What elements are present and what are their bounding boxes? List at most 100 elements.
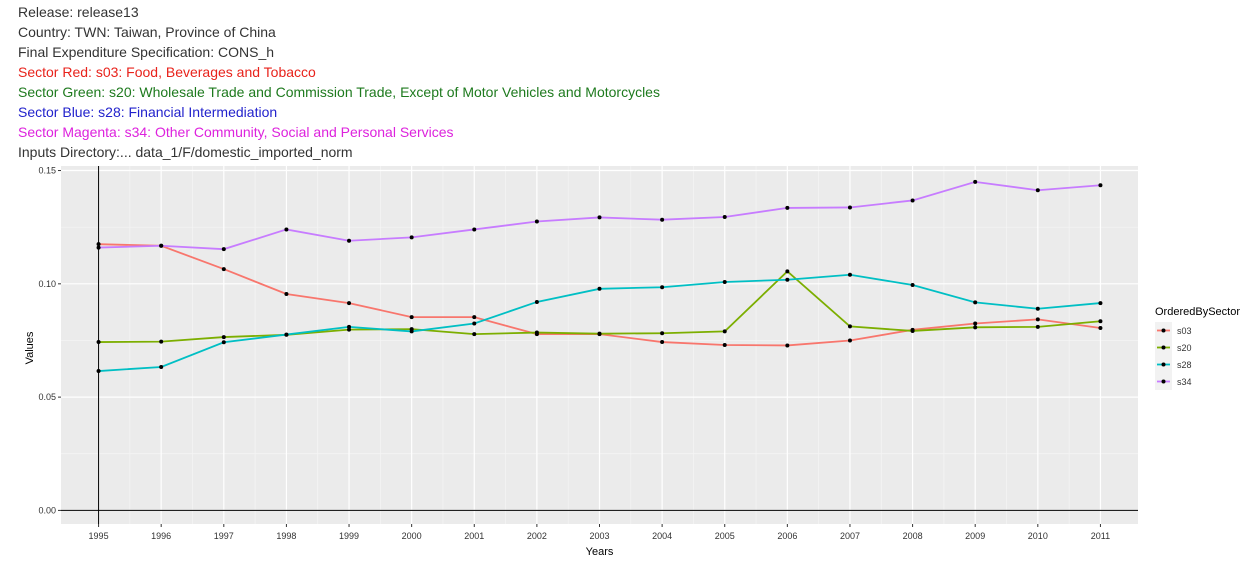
point-s28-1995	[96, 369, 101, 374]
header-line-spec: Final Expenditure Specification: CONS_h	[18, 44, 275, 60]
point-s03-2007	[847, 338, 852, 343]
point-s34-1997	[221, 247, 226, 252]
x-tick-label: 2000	[402, 531, 422, 541]
point-s34-2001	[472, 227, 477, 232]
x-tick-label: 2009	[965, 531, 985, 541]
point-s34-2005	[722, 214, 727, 219]
point-s34-1998	[284, 227, 289, 232]
point-s28-2003	[597, 286, 602, 291]
point-s20-2003	[597, 331, 602, 336]
point-s03-2005	[722, 343, 727, 347]
x-tick-label: 2011	[1091, 531, 1110, 541]
header-line-release: Release: release13	[18, 4, 139, 20]
point-s20-2006	[785, 269, 790, 274]
point-s34-2007	[847, 205, 852, 210]
point-s20-2010	[1035, 324, 1040, 329]
legend-key-point-s03	[1161, 328, 1166, 333]
x-tick-label: 1996	[151, 531, 171, 541]
point-s28-1996	[159, 364, 164, 369]
legend: OrderedBySector s03 s20 s28 s34	[1155, 306, 1240, 390]
point-s34-2000	[409, 235, 414, 240]
point-s20-1996	[159, 339, 164, 344]
point-s28-2006	[785, 277, 790, 282]
point-s20-2005	[722, 329, 727, 334]
point-s20-1995	[96, 340, 101, 345]
point-s34-1995	[96, 245, 101, 250]
point-s34-2010	[1035, 188, 1040, 193]
point-s28-2007	[847, 272, 852, 277]
y-tick-label: 0.00	[38, 505, 56, 515]
x-tick-label: 1998	[276, 531, 296, 541]
series-points	[96, 179, 1103, 374]
x-tick-label: 2008	[903, 531, 923, 541]
reference-lines	[61, 166, 1138, 524]
point-s28-2011	[1098, 301, 1103, 306]
point-s28-1997	[221, 340, 226, 345]
header-line-sector-red: Sector Red: s03: Food, Beverages and Tob…	[18, 64, 316, 80]
x-tick-label: 2003	[589, 531, 609, 541]
legend-key-point-s20	[1161, 345, 1166, 350]
point-s28-2009	[973, 300, 978, 305]
point-s03-2006	[785, 343, 790, 348]
point-s34-2011	[1098, 183, 1103, 188]
x-tick-label: 2002	[527, 531, 547, 541]
point-s28-2005	[722, 280, 727, 285]
point-s34-2004	[660, 217, 665, 222]
point-s03-2004	[660, 340, 665, 345]
point-s03-2001	[472, 315, 477, 320]
point-s20-2007	[847, 324, 852, 329]
x-tick-label: 2005	[715, 531, 735, 541]
point-s28-2001	[472, 321, 477, 326]
point-s03-2010	[1035, 317, 1040, 322]
point-s28-2010	[1035, 306, 1040, 311]
point-s34-2006	[785, 205, 790, 210]
legend-title: OrderedBySector	[1155, 306, 1240, 318]
point-s03-1998	[284, 292, 289, 297]
y-tick-label: 0.15	[38, 166, 56, 176]
y-axis-title: Values	[24, 331, 36, 364]
point-s20-2009	[973, 325, 978, 330]
x-tick-label: 2010	[1028, 531, 1048, 541]
point-s34-2002	[534, 219, 539, 224]
point-s03-1995	[96, 242, 101, 247]
header-line-sector-magenta: Sector Magenta: s34: Other Community, So…	[18, 124, 454, 140]
legend-label-s03: s03	[1177, 326, 1192, 336]
x-tick-label: 2006	[777, 531, 797, 541]
point-s34-2009	[973, 179, 978, 184]
point-s03-1999	[347, 301, 352, 306]
header-line-country: Country: TWN: Taiwan, Province of China	[18, 24, 276, 40]
x-tick-label: 1999	[339, 531, 359, 541]
point-s20-2002	[534, 330, 539, 335]
point-s20-2011	[1098, 319, 1103, 324]
header-line-inputs: Inputs Directory:... data_1/F/domestic_i…	[18, 144, 353, 160]
legend-label-s20: s20	[1177, 343, 1192, 353]
point-s20-2008	[910, 328, 915, 333]
point-s28-1999	[347, 324, 352, 329]
y-tick-label: 0.10	[38, 279, 56, 289]
point-s28-2002	[534, 299, 539, 304]
legend-key-point-s34	[1161, 379, 1166, 384]
x-tick-label: 2004	[652, 531, 672, 541]
header-line-sector-blue: Sector Blue: s28: Financial Intermediati…	[18, 104, 278, 120]
y-tick-label: 0.05	[38, 392, 56, 402]
point-s03-2000	[409, 315, 414, 320]
point-s20-1997	[221, 335, 226, 340]
legend-label-s28: s28	[1177, 360, 1192, 370]
point-s34-1999	[347, 238, 352, 243]
point-s20-2004	[660, 331, 665, 336]
point-s28-2004	[660, 285, 665, 290]
legend-items: s03 s20 s28 s34	[1155, 322, 1192, 390]
point-s03-2009	[973, 321, 978, 326]
y-axis-ticks: 0.00 0.05 0.10 0.15	[38, 166, 61, 515]
point-s28-1998	[284, 332, 289, 337]
point-s34-1996	[159, 243, 164, 248]
x-tick-label: 2007	[840, 531, 860, 541]
point-s28-2008	[910, 282, 915, 287]
point-s03-1997	[221, 267, 226, 272]
x-tick-label: 1995	[89, 531, 109, 541]
legend-label-s34: s34	[1177, 377, 1192, 387]
point-s34-2003	[597, 215, 602, 220]
point-s28-2000	[409, 329, 414, 334]
x-axis-title: Years	[586, 546, 614, 558]
